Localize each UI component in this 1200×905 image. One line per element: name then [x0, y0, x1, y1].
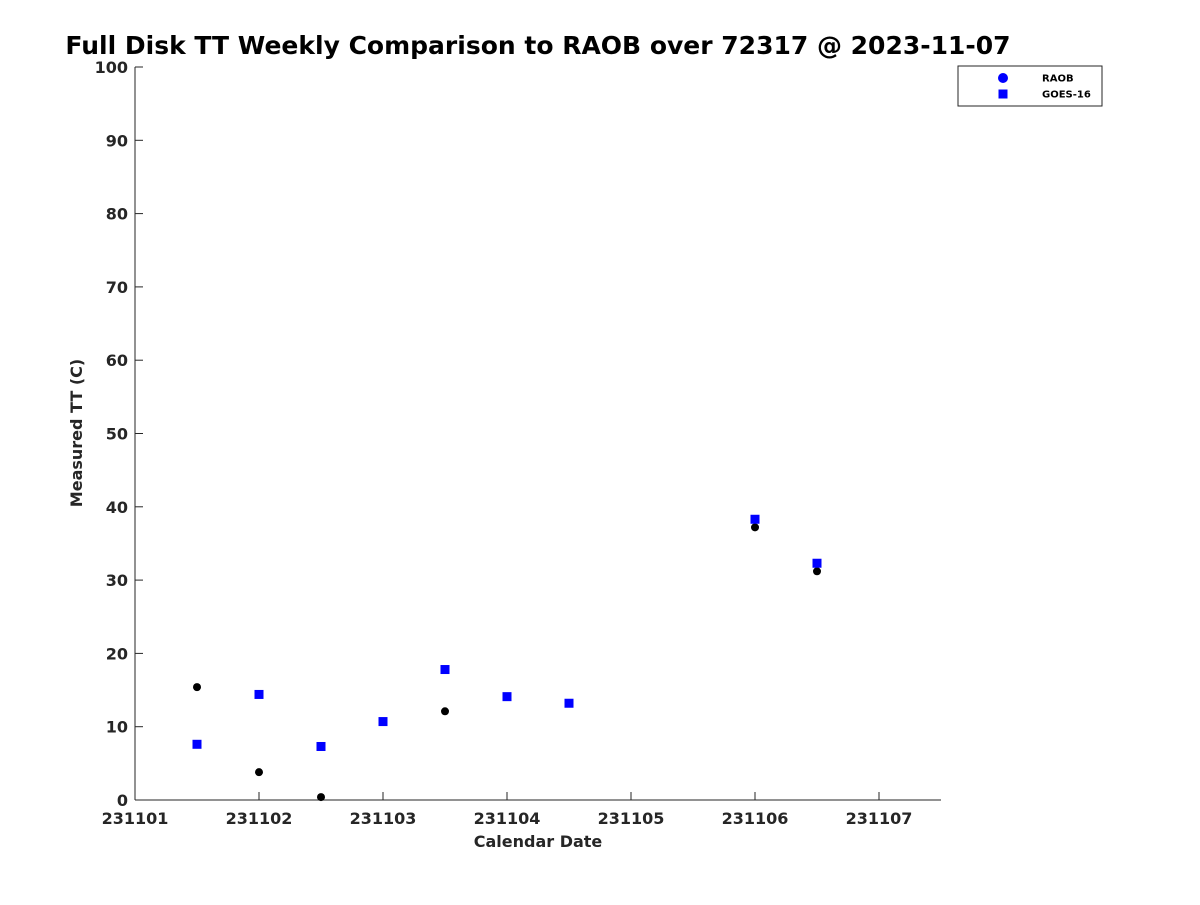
y-tick-label: 90: [106, 131, 128, 150]
y-tick-label: 0: [117, 791, 128, 810]
legend-goes16-label: GOES-16: [1042, 90, 1091, 101]
y-tick-label: 40: [106, 498, 128, 517]
x-tick-label: 231106: [722, 809, 789, 828]
x-axis-label: Calendar Date: [474, 832, 603, 851]
goes16-point: [192, 739, 202, 749]
raob-point: [813, 567, 821, 576]
legend-box: [957, 65, 1103, 107]
raob-point: [441, 707, 449, 716]
legend-goes16-marker: [998, 89, 1008, 99]
x-ticks: 231101 231102 231103 231104 231105 231106 2311…: [102, 792, 913, 828]
y-tick-label: 70: [106, 278, 128, 297]
y-tick-label: 30: [106, 571, 128, 590]
y-tick-label: 80: [106, 205, 128, 224]
goes16-point: [378, 717, 388, 727]
raob-point: [751, 523, 759, 532]
goes16-point: [440, 665, 450, 675]
y-tick-label: 20: [106, 644, 128, 663]
y-tick-label: 10: [106, 718, 128, 737]
data-points: [192, 514, 822, 802]
goes16-point: [564, 698, 574, 708]
x-tick-label: 231102: [226, 809, 293, 828]
y-tick-label: 100: [95, 58, 128, 77]
y-tick-label: 50: [106, 425, 128, 444]
x-tick-label: 231107: [846, 809, 913, 828]
x-tick-label: 231104: [474, 809, 541, 828]
y-ticks: 0 10 20 30 40 50 60 70 80 90 100: [95, 58, 143, 810]
goes16-point: [254, 689, 264, 699]
raob-point: [193, 683, 201, 692]
goes16-point: [316, 741, 326, 751]
goes16-point: [502, 692, 512, 702]
goes16-point: [750, 514, 760, 524]
goes16-point: [812, 558, 822, 568]
chart-title: Full Disk TT Weekly Comparison to RAOB o…: [65, 31, 1010, 60]
x-tick-label: 231103: [350, 809, 417, 828]
x-tick-label: 231105: [598, 809, 665, 828]
legend: RAOB GOES-16: [957, 65, 1103, 107]
raob-point: [255, 768, 263, 777]
y-axis-label: Measured TT (C): [67, 359, 86, 507]
y-tick-label: 60: [106, 351, 128, 370]
raob-point: [317, 793, 325, 802]
legend-raob-marker: [998, 73, 1008, 83]
legend-raob-label: RAOB: [1042, 74, 1074, 85]
x-tick-label: 231101: [102, 809, 169, 828]
